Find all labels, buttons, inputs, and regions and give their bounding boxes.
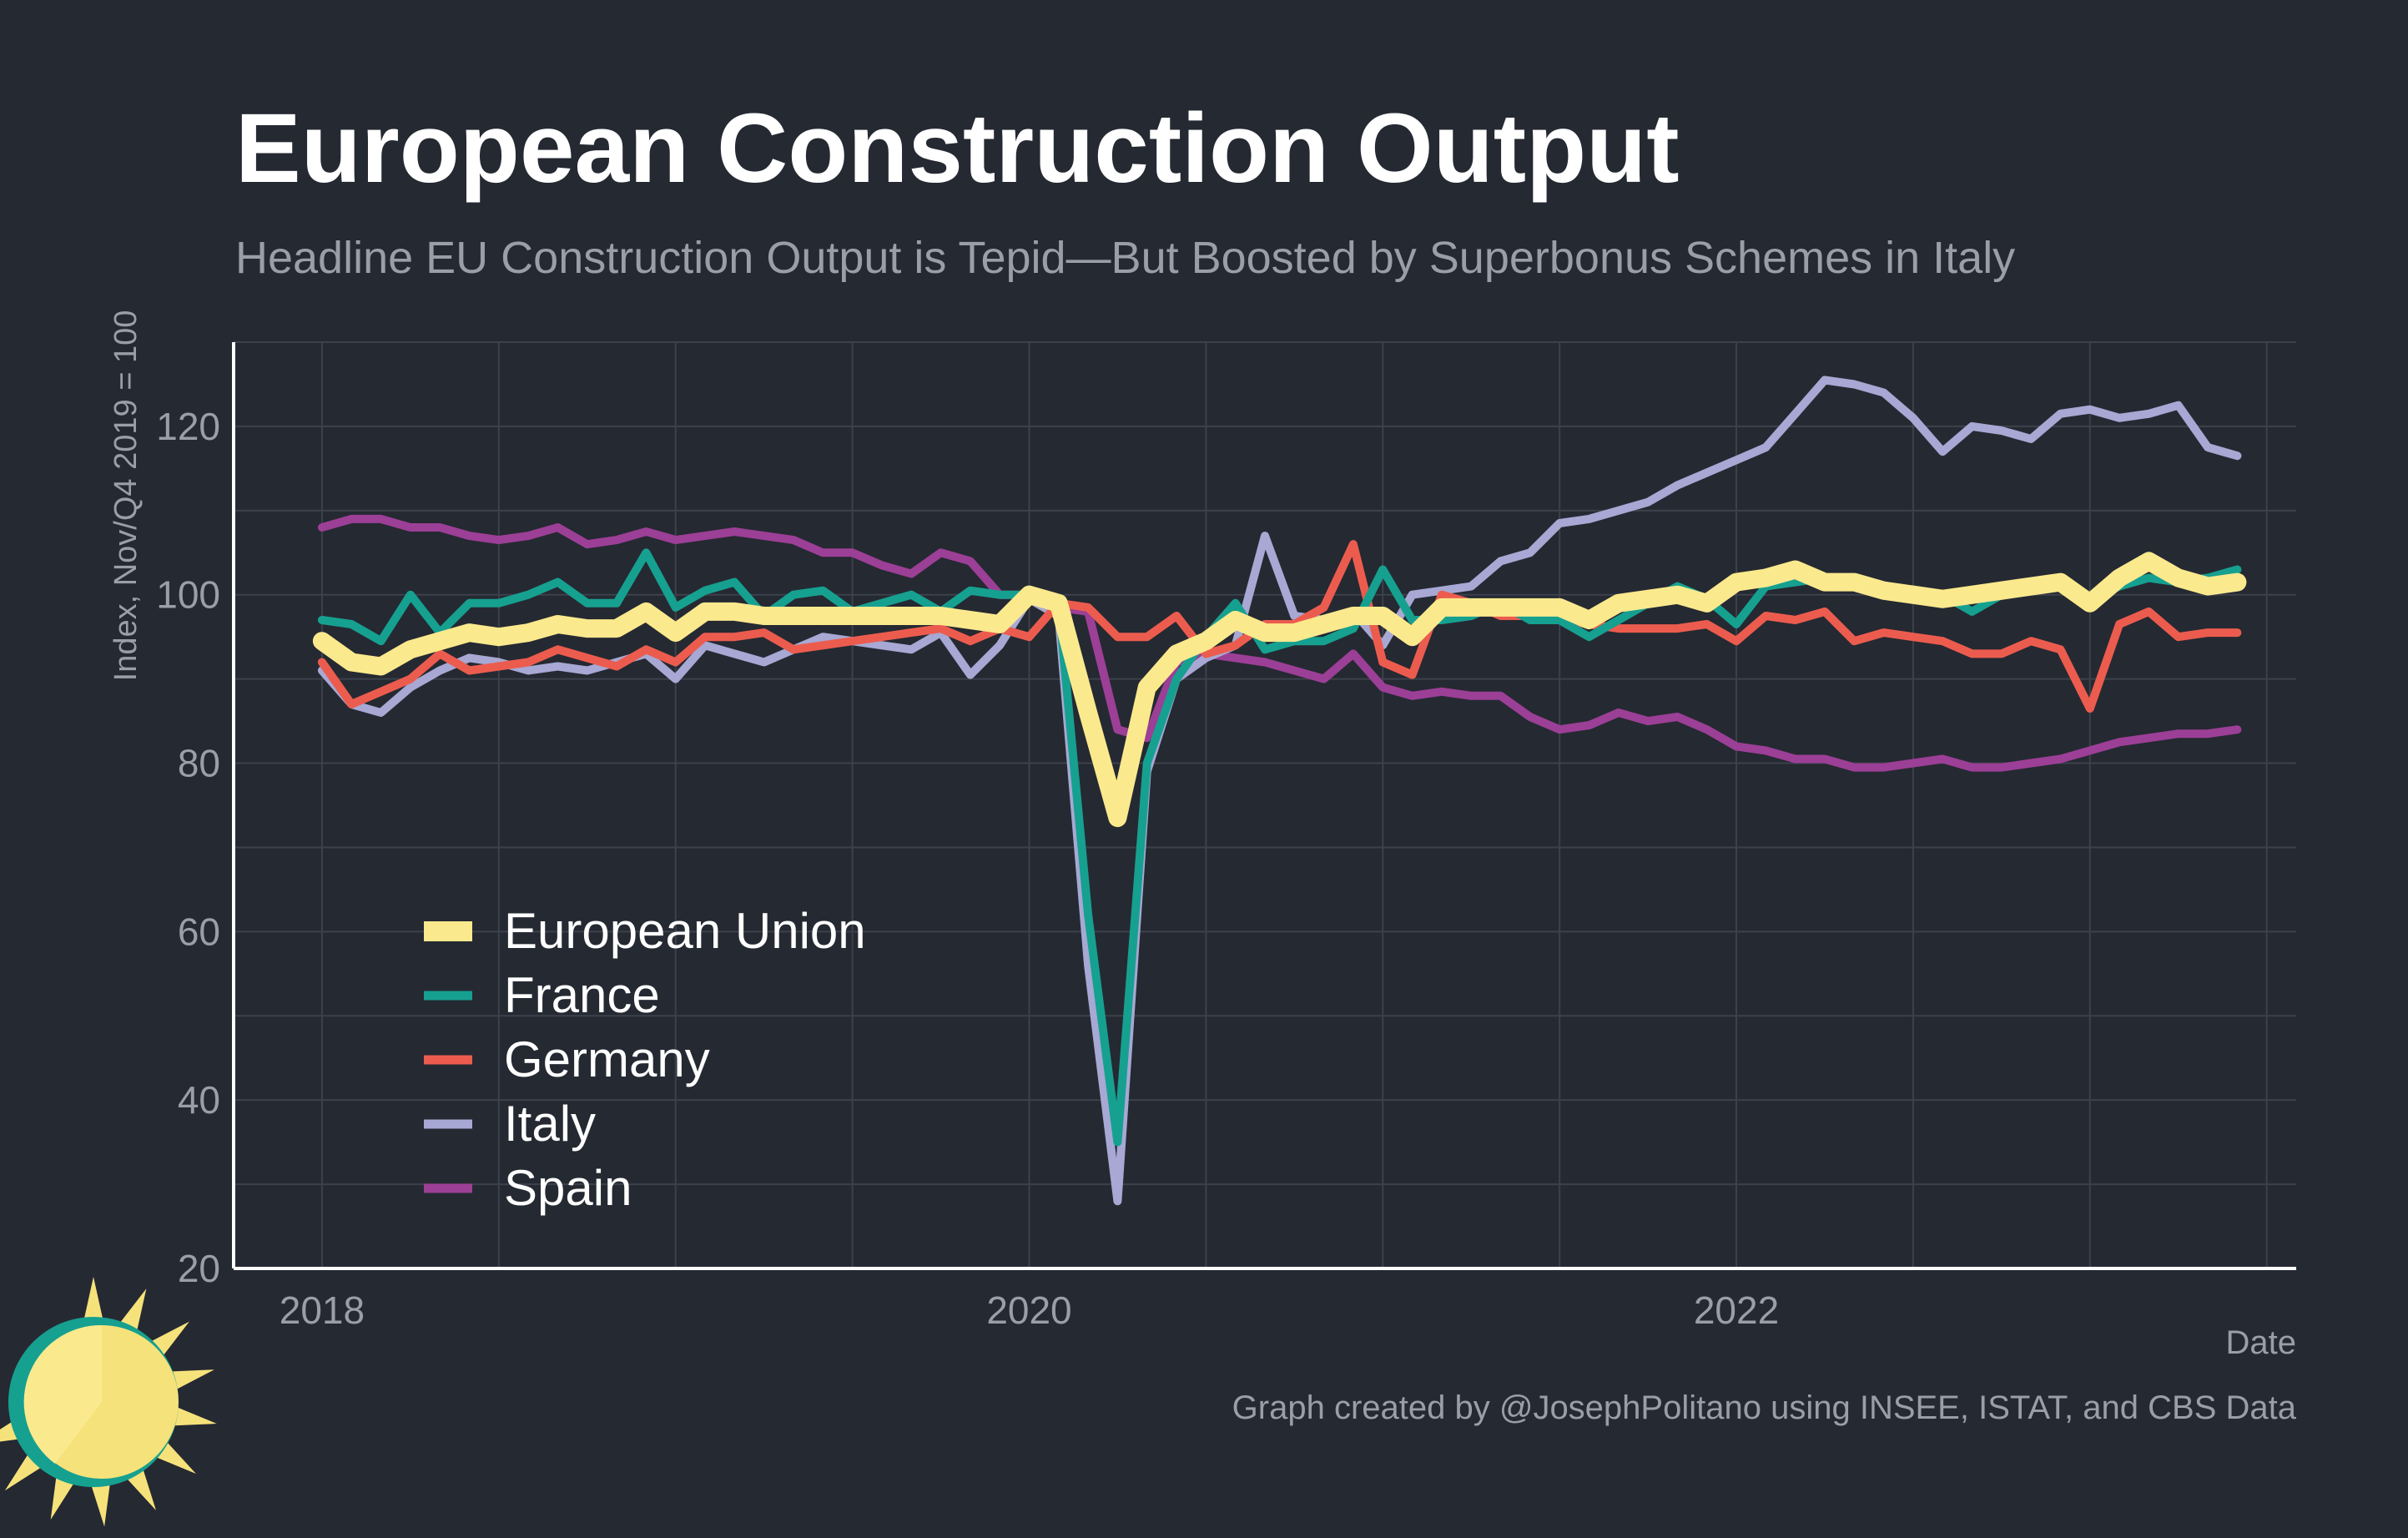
x-tick-label: 2020 — [986, 1288, 1071, 1332]
legend-item: Spain — [424, 1160, 632, 1216]
legend-label: Spain — [504, 1160, 632, 1216]
legend-item: Italy — [424, 1096, 596, 1152]
grid — [234, 341, 2296, 1269]
y-axis-label: Index, Nov/Q4 2019 = 100 — [108, 310, 144, 682]
series-line-spain — [317, 514, 2242, 772]
legend-item: Germany — [424, 1031, 710, 1087]
chart-title: European Construction Output — [235, 93, 1680, 204]
legend-label: Germany — [504, 1031, 710, 1087]
sun-icon — [0, 1277, 217, 1527]
legend-item: France — [424, 967, 660, 1023]
chart-caption: Graph created by @JosephPolitano using I… — [1232, 1389, 2297, 1426]
legend-label: European Union — [504, 903, 866, 959]
y-tick-label: 80 — [178, 742, 220, 785]
x-tick-label: 2018 — [280, 1288, 365, 1332]
x-tick-label: 2022 — [1694, 1288, 1779, 1332]
legend-label: France — [504, 967, 660, 1023]
y-tick-label: 60 — [178, 910, 220, 953]
x-ticks: 2018 2020 2022 — [280, 1288, 1779, 1332]
axes — [232, 342, 2296, 1270]
x-axis-label: Date — [2226, 1324, 2297, 1361]
chart-subtitle: Headline EU Construction Output is Tepid… — [235, 233, 2015, 283]
y-tick-label: 120 — [156, 405, 220, 448]
series-lines — [312, 376, 2247, 1206]
legend-item: European Union — [424, 903, 866, 959]
legend-label: Italy — [504, 1096, 596, 1152]
y-tick-label: 100 — [156, 573, 220, 617]
y-ticks: 20 40 60 80 100 120 — [156, 405, 220, 1290]
y-tick-label: 40 — [178, 1078, 220, 1122]
legend: European Union France Germany Italy Spain — [424, 903, 866, 1216]
series-line-european-union — [312, 552, 2247, 828]
y-tick-label: 20 — [178, 1247, 220, 1290]
